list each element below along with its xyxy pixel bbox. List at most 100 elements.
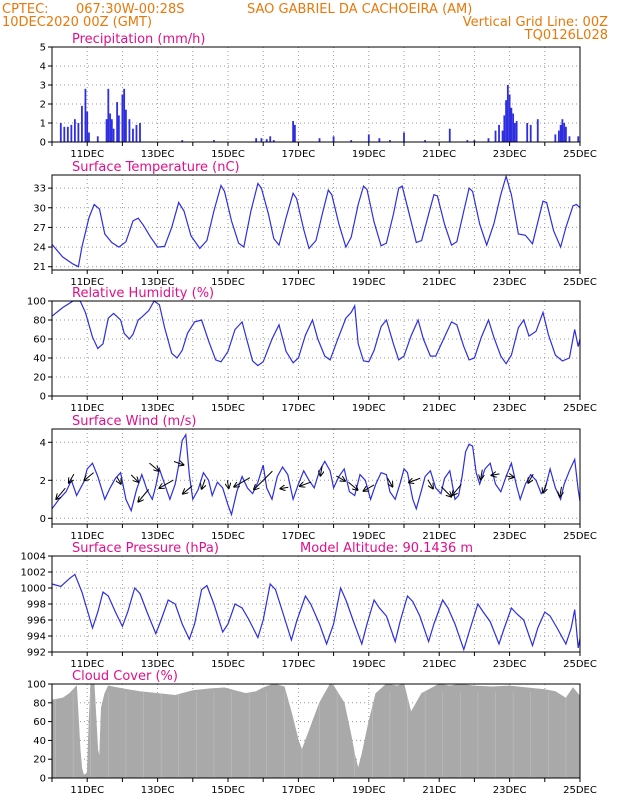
x-tick-label: 19DEC	[352, 277, 386, 288]
x-tick-label: 21DEC	[422, 531, 456, 542]
wind-arrow	[84, 472, 94, 481]
wind-arrow	[280, 487, 289, 488]
y-tick-label: 20	[33, 373, 46, 384]
wind-arrow	[56, 487, 66, 499]
y-tick-label: 33	[33, 184, 46, 195]
precip-bar	[510, 107, 513, 142]
x-tick-label: 11DEC	[70, 785, 104, 796]
x-tick-label: 25DEC	[563, 277, 597, 288]
x-tick-label: 13DEC	[141, 149, 175, 160]
y-tick-label: 30	[33, 203, 46, 214]
x-tick-label: 13DEC	[141, 277, 175, 288]
precip-bar	[529, 124, 532, 142]
x-tick-label: 25DEC	[563, 531, 597, 542]
precip-bar	[536, 119, 539, 142]
precip-bar	[116, 102, 119, 142]
x-tick-label: 17DEC	[282, 277, 316, 288]
panel-title-precip: Precipitation (mm/h)	[72, 32, 205, 47]
precip-bar	[121, 94, 124, 142]
y-tick-label: 996	[27, 616, 46, 627]
precip-bar	[350, 140, 353, 142]
precip-bar	[448, 128, 451, 142]
wind-arrow	[202, 479, 205, 488]
precip-bar	[255, 138, 258, 142]
precip-bar	[403, 132, 405, 142]
x-tick-label: 21DEC	[422, 785, 456, 796]
precip-bar	[77, 123, 80, 142]
precip-bar	[563, 123, 566, 142]
precip-bar	[577, 136, 580, 142]
panel-title-pressure: Surface Pressure (hPa)	[72, 541, 219, 556]
wind-arrow	[348, 481, 357, 490]
precip-bar	[112, 128, 115, 142]
x-tick-label: 15DEC	[211, 785, 245, 796]
x-tick-label: 17DEC	[282, 403, 316, 414]
wind-arrow	[173, 461, 183, 464]
x-tick-label: 21DEC	[422, 277, 456, 288]
y-tick-label: 40	[33, 354, 46, 365]
header-model: TQ0126L028	[524, 28, 608, 43]
precip-bar	[132, 128, 134, 142]
precip-bar	[81, 105, 83, 142]
wind-arrow	[149, 462, 158, 471]
header-source: CPTEC:	[2, 2, 49, 17]
wind-arrow	[543, 483, 546, 492]
x-tick-label: 19DEC	[352, 403, 386, 414]
wind-arrow	[481, 469, 483, 480]
panel-pressure: 992 994 996 998 1000 1002 1004 11DEC 13DEC 15DEC 1…	[21, 541, 597, 670]
x-tick-label: 23DEC	[493, 403, 527, 414]
wind-arrow	[130, 474, 138, 482]
x-tick-label: 11DEC	[70, 149, 104, 160]
wind-arrow	[227, 480, 228, 488]
y-tick-label: 5	[40, 43, 46, 54]
precip-bar	[526, 123, 529, 142]
panel-frame	[51, 174, 581, 271]
wind-arrow	[560, 486, 562, 497]
precip-bar	[73, 119, 76, 142]
x-tick-label: 23DEC	[493, 785, 527, 796]
precip-bar	[260, 138, 263, 142]
precip-bar	[332, 136, 335, 142]
precip-bar	[512, 113, 515, 142]
rh-series-line	[51, 300, 581, 367]
y-tick-label: 27	[33, 223, 46, 234]
precip-bar	[63, 126, 66, 142]
y-tick-label: 994	[27, 632, 46, 643]
wind-arrow	[364, 484, 375, 491]
precip-bar	[59, 123, 62, 142]
panel-title-temp: Surface Temperature (nC)	[72, 160, 240, 175]
precip-bar	[508, 94, 511, 142]
precip-bar	[135, 124, 138, 142]
x-tick-label: 23DEC	[493, 149, 527, 160]
precip-bar	[568, 136, 571, 142]
header-grid-line: Vertical Grid Line: 00Z	[463, 15, 608, 30]
precip-bar	[117, 115, 120, 142]
wind-arrow	[138, 489, 150, 501]
precip-bar	[70, 124, 73, 142]
precip-bar	[123, 88, 126, 142]
wind-arrow	[492, 474, 500, 475]
x-tick-label: 25DEC	[563, 149, 597, 160]
x-tick-label: 25DEC	[563, 659, 597, 670]
precip-bar	[125, 109, 127, 142]
y-tick-label: 1002	[21, 568, 46, 579]
y-tick-label: 21	[33, 262, 46, 273]
precip-bar	[88, 132, 90, 142]
precip-bar	[107, 88, 110, 142]
x-tick-label: 13DEC	[141, 403, 175, 414]
wind-arrow	[117, 476, 121, 484]
x-tick-label: 11DEC	[70, 277, 104, 288]
precip-bar	[292, 121, 295, 142]
precip-bar	[86, 111, 89, 142]
wind-arrow	[505, 476, 514, 477]
precip-bar	[498, 124, 500, 142]
pressure-series-line	[51, 573, 581, 652]
precip-bar	[473, 140, 476, 142]
x-tick-label: 15DEC	[211, 531, 245, 542]
wind-series-line	[51, 432, 581, 517]
y-tick-label: 2	[40, 476, 46, 487]
panel-frame	[51, 428, 581, 525]
precip-bar	[269, 136, 272, 142]
x-tick-label: 15DEC	[211, 659, 245, 670]
x-tick-label: 19DEC	[352, 659, 386, 670]
